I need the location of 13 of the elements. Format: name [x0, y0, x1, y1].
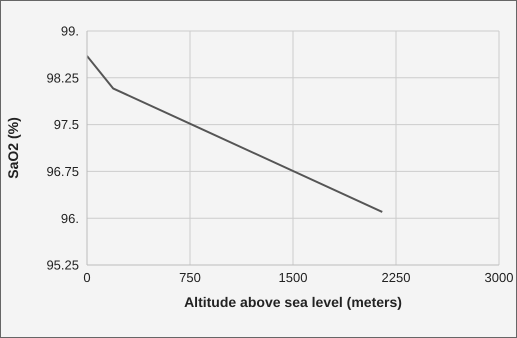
y-tick-label: 99.	[60, 24, 79, 39]
x-tick-label: 1500	[278, 270, 308, 286]
y-tick-label: 95.25	[46, 258, 79, 273]
y-axis-title: SaO2 (%)	[4, 117, 21, 179]
y-tick-label: 98.25	[46, 70, 79, 86]
y-tick-label: 96.75	[46, 164, 79, 180]
x-tick-label: 2250	[382, 270, 410, 286]
x-axis-title: Altitude above sea level (meters)	[184, 294, 402, 310]
x-tick-label: 3000	[484, 270, 514, 286]
x-tick-label: 0	[83, 270, 91, 286]
y-tick-label: 97.5	[54, 117, 79, 132]
y-tick-label: 96.	[60, 210, 79, 226]
x-tick-label: 750	[179, 270, 201, 286]
